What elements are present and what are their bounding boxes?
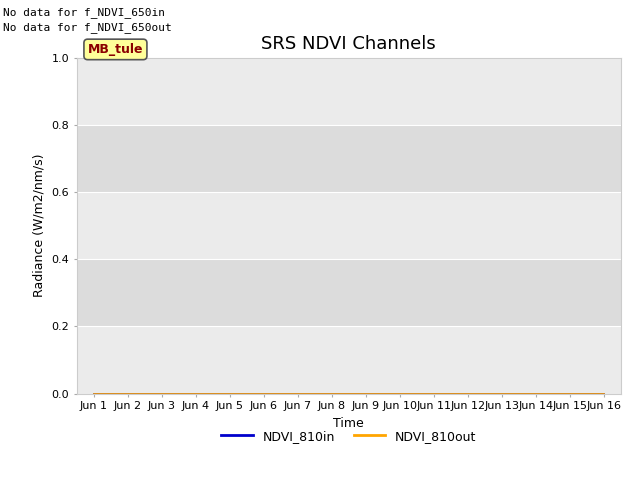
X-axis label: Time: Time: [333, 417, 364, 430]
Bar: [77, 58, 621, 125]
Legend: NDVI_810in, NDVI_810out: NDVI_810in, NDVI_810out: [216, 425, 481, 448]
Text: No data for f_NDVI_650in: No data for f_NDVI_650in: [3, 7, 165, 18]
Y-axis label: Radiance (W/m2/nm/s): Radiance (W/m2/nm/s): [33, 154, 46, 297]
Bar: [77, 192, 621, 259]
Bar: [77, 125, 621, 192]
Text: MB_tule: MB_tule: [88, 43, 143, 56]
Title: SRS NDVI Channels: SRS NDVI Channels: [261, 35, 436, 53]
Bar: [77, 326, 621, 394]
Text: No data for f_NDVI_650out: No data for f_NDVI_650out: [3, 22, 172, 33]
Bar: [77, 259, 621, 326]
